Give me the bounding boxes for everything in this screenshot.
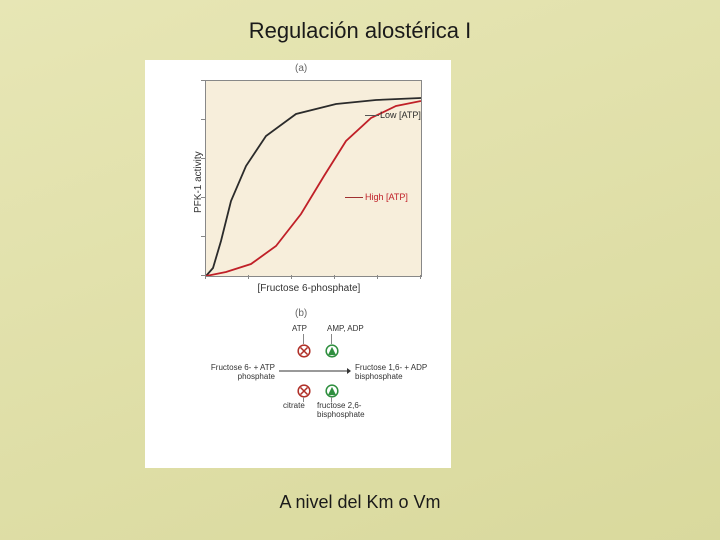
icon-inhibitor-1 [297,344,311,358]
reactant-line2: phosphate [238,372,275,381]
product-label: Fructose 1,6- + ADP bisphosphate [355,364,427,382]
y-axis-label: PFK-1 activity [193,151,204,213]
label-atp: ATP [292,325,307,334]
figure-area: (a) PFK-1 activity Low [ATP] High [ATP] … [145,60,451,468]
icon-activator-1 [325,344,339,358]
reaction-arrow [279,367,351,375]
label-f26bp-2: bisphosphate [317,410,365,419]
slide-title: Regulación alostérica I [0,18,720,44]
x-axis-label: [Fructose 6-phosphate] [258,283,361,294]
product-line2: bisphosphate [355,372,403,381]
slide-caption: A nivel del Km o Vm [0,492,720,513]
product-line1: Fructose 1,6- + ADP [355,363,427,372]
panel-a-label: (a) [295,63,307,74]
slide-root: Regulación alostérica I (a) PFK-1 activi… [0,0,720,540]
curve-label-low: Low [ATP] [380,110,421,120]
icon-activator-2 [325,384,339,398]
reactant-line1: Fructose 6- + ATP [211,363,275,372]
panel-b-label: (b) [295,308,307,319]
title-text: Regulación alostérica I [249,18,472,43]
reactant-label: Fructose 6- + ATP phosphate [195,364,275,382]
label-f26bp-1: fructose 2,6- [317,401,361,410]
label-citrate: citrate [283,402,305,411]
label-amp-adp: AMP, ADP [327,325,364,334]
curve-label-high: High [ATP] [365,192,408,202]
icon-inhibitor-2 [297,384,311,398]
label-f26bp: fructose 2,6- bisphosphate [317,402,365,420]
caption-text: A nivel del Km o Vm [279,492,440,512]
